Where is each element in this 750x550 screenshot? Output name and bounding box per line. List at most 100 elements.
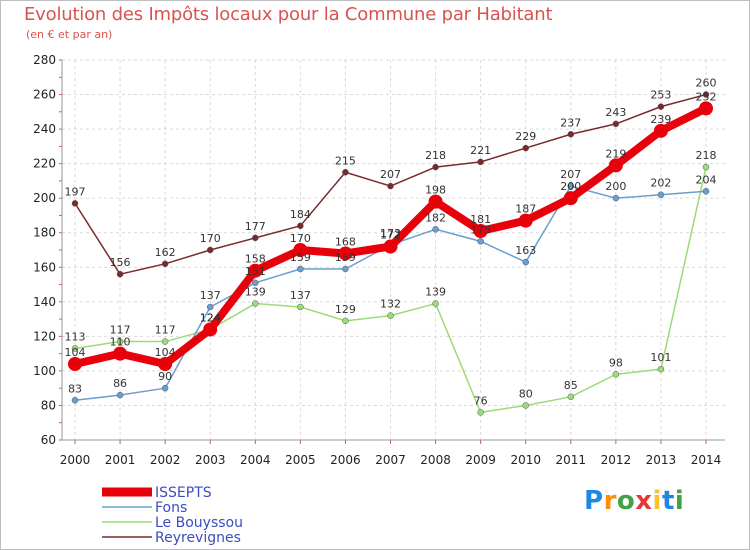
data-point	[113, 346, 128, 361]
data-point	[428, 194, 443, 209]
data-label: 204	[696, 173, 717, 186]
data-point	[383, 239, 398, 254]
x-tick-label: 2001	[105, 453, 136, 467]
data-point	[657, 191, 665, 198]
y-tick-label: 260	[33, 88, 56, 102]
data-label: 76	[474, 394, 488, 407]
data-point	[518, 213, 533, 228]
y-tick-label: 140	[33, 295, 56, 309]
data-label: 104	[155, 346, 176, 359]
x-tick-label: 2005	[285, 453, 316, 467]
data-label: 198	[425, 184, 446, 197]
data-label: 197	[65, 185, 86, 198]
data-point	[522, 402, 529, 409]
data-point	[116, 391, 124, 399]
y-tick-label: 80	[41, 398, 56, 412]
data-label: 104	[65, 346, 86, 359]
data-label: 260	[696, 77, 717, 90]
data-point	[116, 338, 124, 345]
data-label: 137	[290, 289, 311, 302]
y-tick-label: 200	[33, 191, 56, 205]
data-label: 187	[515, 203, 536, 216]
data-label: 83	[68, 382, 82, 395]
data-point	[608, 158, 623, 173]
data-label: 253	[650, 89, 671, 102]
data-label: 159	[335, 251, 356, 264]
legend-label: Fons	[155, 500, 187, 516]
data-point	[161, 384, 169, 392]
logo-letter: t	[661, 486, 675, 516]
data-point	[612, 120, 620, 128]
logo-letter: i	[674, 486, 685, 516]
data-label: 202	[650, 177, 671, 190]
chart-title: Evolution des Impôts locaux pour la Comm…	[24, 4, 553, 25]
x-tick-label: 2008	[420, 453, 451, 467]
data-label: 229	[515, 130, 536, 143]
data-label: 218	[696, 149, 717, 162]
x-tick-label: 2012	[601, 453, 632, 467]
data-label: 162	[155, 246, 176, 259]
data-label: 158	[245, 253, 266, 266]
data-label: 237	[560, 116, 581, 129]
data-label: 151	[245, 265, 266, 278]
data-label: 218	[425, 149, 446, 162]
data-label: 168	[335, 235, 356, 248]
data-point	[206, 303, 214, 311]
data-point	[203, 322, 218, 337]
data-point	[252, 279, 259, 287]
data-label: 170	[200, 232, 221, 245]
data-point	[387, 182, 394, 190]
data-point	[161, 338, 169, 345]
data-label: 239	[650, 113, 671, 126]
data-label: 215	[335, 154, 356, 167]
data-point	[248, 263, 263, 278]
data-label: 184	[290, 208, 311, 221]
data-label: 132	[380, 298, 401, 311]
data-point	[68, 357, 82, 371]
legend-label: ISSEPTS	[155, 485, 212, 501]
data-label: 182	[425, 211, 446, 224]
data-label: 243	[605, 106, 626, 119]
data-point	[342, 317, 349, 325]
data-point	[297, 265, 304, 273]
data-point	[567, 131, 575, 138]
data-label: 110	[110, 336, 131, 349]
x-tick-label: 2013	[646, 453, 677, 467]
x-tick-label: 2010	[510, 453, 541, 467]
x-tick-label: 2000	[60, 453, 91, 467]
data-point	[252, 234, 259, 242]
data-label: 86	[113, 377, 127, 390]
data-point	[432, 300, 439, 307]
data-point	[338, 246, 353, 261]
data-point	[522, 144, 529, 152]
logo-letter: o	[616, 486, 636, 516]
data-label: 101	[650, 351, 671, 364]
data-label: 163	[515, 244, 536, 257]
data-point	[342, 169, 349, 176]
data-label: 156	[110, 256, 131, 269]
y-tick-label: 100	[33, 364, 56, 378]
data-point	[702, 163, 710, 171]
data-point	[477, 409, 484, 416]
y-tick-label: 220	[33, 157, 56, 171]
data-label: 173	[380, 227, 401, 240]
x-tick-label: 2003	[195, 453, 226, 467]
data-label: 80	[519, 387, 533, 400]
y-tick-label: 240	[33, 122, 56, 136]
data-point	[563, 191, 578, 206]
data-label: 137	[200, 289, 221, 302]
legend-label: Le Bouyssou	[155, 515, 243, 531]
x-tick-label: 2009	[465, 453, 496, 467]
data-label: 170	[290, 232, 311, 245]
data-label: 113	[65, 330, 86, 343]
data-point	[297, 303, 304, 311]
data-point	[432, 226, 439, 233]
data-point	[699, 101, 713, 116]
logo-letter: r	[603, 486, 617, 516]
logo-letter: i	[652, 486, 662, 516]
data-label: 98	[609, 356, 623, 369]
data-point	[297, 222, 304, 230]
data-point	[161, 260, 169, 268]
data-point	[206, 246, 214, 254]
